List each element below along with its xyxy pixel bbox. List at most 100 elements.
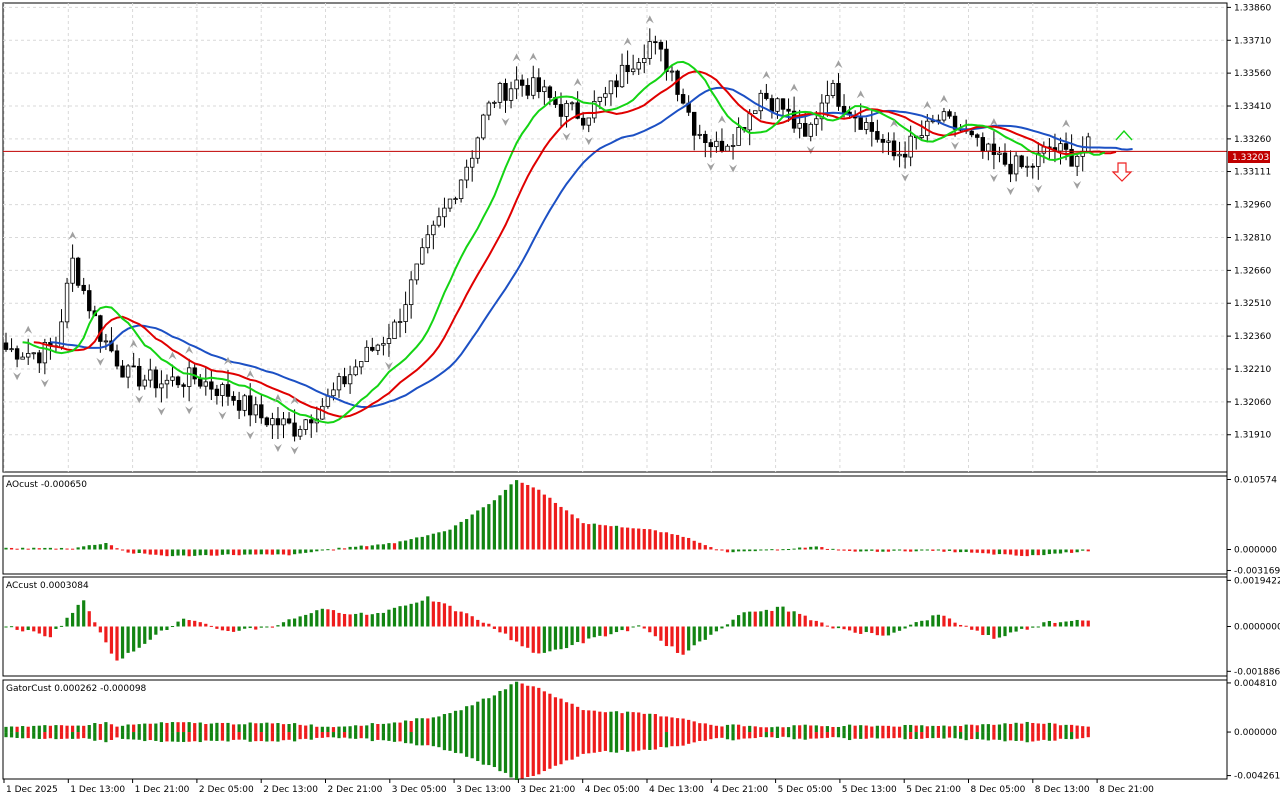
histogram-bar [803, 615, 807, 627]
candle-body [20, 356, 25, 360]
time-axis[interactable]: 1 Dec 2025 1 Dec 13:00 1 Dec 21:00 2 Dec 05… [3, 779, 1154, 795]
candle-body [747, 113, 752, 131]
gator-upper-bar [698, 723, 702, 733]
candle-body [3, 342, 9, 350]
gator-upper-bar [254, 723, 258, 733]
histogram-bar [953, 622, 957, 627]
histogram-bar [126, 549, 130, 553]
histogram-bar [409, 539, 413, 550]
gator-lower-bar [592, 732, 596, 753]
price-axis[interactable]: 1.33860 1.33710 1.33560 1.33410 1.33260 1.331… [1226, 3, 1271, 779]
histogram-bar [997, 626, 1002, 638]
gator-upper-bar [309, 724, 313, 733]
histogram-bar [54, 548, 58, 550]
candle-body [375, 344, 381, 351]
gator-upper-bar [559, 698, 563, 733]
fractal-down-icon [273, 444, 282, 453]
histogram-bar [154, 626, 158, 635]
histogram-bar [886, 626, 891, 636]
histogram-bar [903, 626, 907, 629]
ao-pane-frame [2, 475, 1228, 575]
gator-lower-bar [182, 732, 186, 742]
gator-upper-bar [392, 722, 397, 733]
candle-body [897, 153, 902, 157]
gator-upper-bar [642, 713, 646, 733]
histogram-bar [503, 489, 508, 550]
gator-lower-bar [248, 732, 252, 742]
gator-upper-bar [187, 722, 191, 733]
histogram-bar [626, 626, 630, 632]
fractal-up-icon [939, 94, 948, 103]
gator-axis: 0.004810 0.000000 -0.004261 [1227, 679, 1280, 782]
time-tick-label: 4 Dec 13:00 [649, 785, 704, 795]
gator-upper-bar [198, 722, 202, 733]
fractal-down-icon [290, 446, 299, 455]
candle-body [442, 207, 447, 218]
histogram-bar [476, 619, 480, 627]
gator-lower-bar [792, 732, 796, 740]
gator-upper-bar [481, 698, 485, 733]
fractal-up-icon [762, 70, 771, 79]
histogram-bar [970, 626, 974, 630]
histogram-bar [448, 529, 452, 550]
candle-body [725, 145, 730, 152]
gator-lower-bar [376, 732, 380, 740]
histogram-bar [415, 537, 419, 550]
histogram-bar [187, 620, 191, 627]
histogram-bar [603, 626, 607, 637]
histogram-bar [620, 527, 624, 550]
histogram-bar [431, 601, 435, 627]
gator-upper-bar [992, 724, 996, 733]
gator-upper-bar [448, 713, 452, 733]
histogram-bar [76, 547, 80, 550]
gator-upper-bar [209, 723, 213, 733]
histogram-bar [864, 549, 868, 552]
gator-upper-bar [981, 724, 985, 733]
time-tick-label: 5 Dec 05:00 [778, 785, 833, 795]
candle-body [797, 123, 802, 129]
histogram-bar [481, 507, 485, 550]
price-tick-label: 1.33260 [1234, 135, 1271, 145]
histogram-bar [1081, 549, 1085, 551]
histogram-bar [792, 611, 796, 627]
gator-lower-bar [614, 732, 619, 753]
histogram-bar [1064, 549, 1068, 553]
gator-lower-bar [964, 732, 968, 741]
ac-indicator-pane[interactable]: ACcust 0.0003084 0.0019422 0.0000000 -0.00… [2, 576, 1280, 677]
candle-body [381, 343, 386, 346]
candle-body [392, 321, 397, 340]
time-tick-label: 3 Dec 05:00 [392, 785, 447, 795]
gator-lower-bar [65, 732, 69, 739]
histogram-bar [115, 626, 119, 661]
gator-lower-bar [509, 732, 513, 778]
histogram-bar [653, 530, 657, 550]
gator-upper-bar [1036, 723, 1040, 733]
candle-body [9, 348, 14, 351]
gator-lower-bar [748, 732, 752, 739]
histogram-bar [537, 626, 541, 654]
ao-indicator-pane[interactable]: AOcust -0.000650 0.010574 0.000000 -0.0031… [2, 475, 1280, 576]
histogram-bar [864, 626, 868, 633]
candle-body [14, 348, 20, 360]
gator-lower-bar [337, 732, 341, 739]
gator-lower-bar [886, 732, 891, 739]
histogram-bar [65, 548, 69, 550]
candle-body [902, 153, 908, 158]
price-chart-pane[interactable] [2, 2, 1228, 779]
gator-upper-bar [237, 724, 241, 733]
gator-lower-bar [892, 732, 896, 739]
candle-body [192, 367, 197, 380]
gator-upper-bar [942, 725, 946, 733]
histogram-bar [714, 549, 718, 551]
gator-upper-bar [293, 723, 297, 733]
candle-body [425, 234, 430, 249]
histogram-bar [43, 547, 47, 550]
candle-body [575, 102, 580, 119]
gator-indicator-pane[interactable]: GatorCust 0.000262 -0.000098 0.0048100.0… [2, 679, 1280, 782]
histogram-bar [43, 626, 47, 637]
gator-upper-bar [381, 723, 385, 733]
time-tick-label: 8 Dec 13:00 [1035, 785, 1090, 795]
current-price-label: 1.33203 [1232, 153, 1269, 163]
histogram-bar [448, 605, 452, 627]
